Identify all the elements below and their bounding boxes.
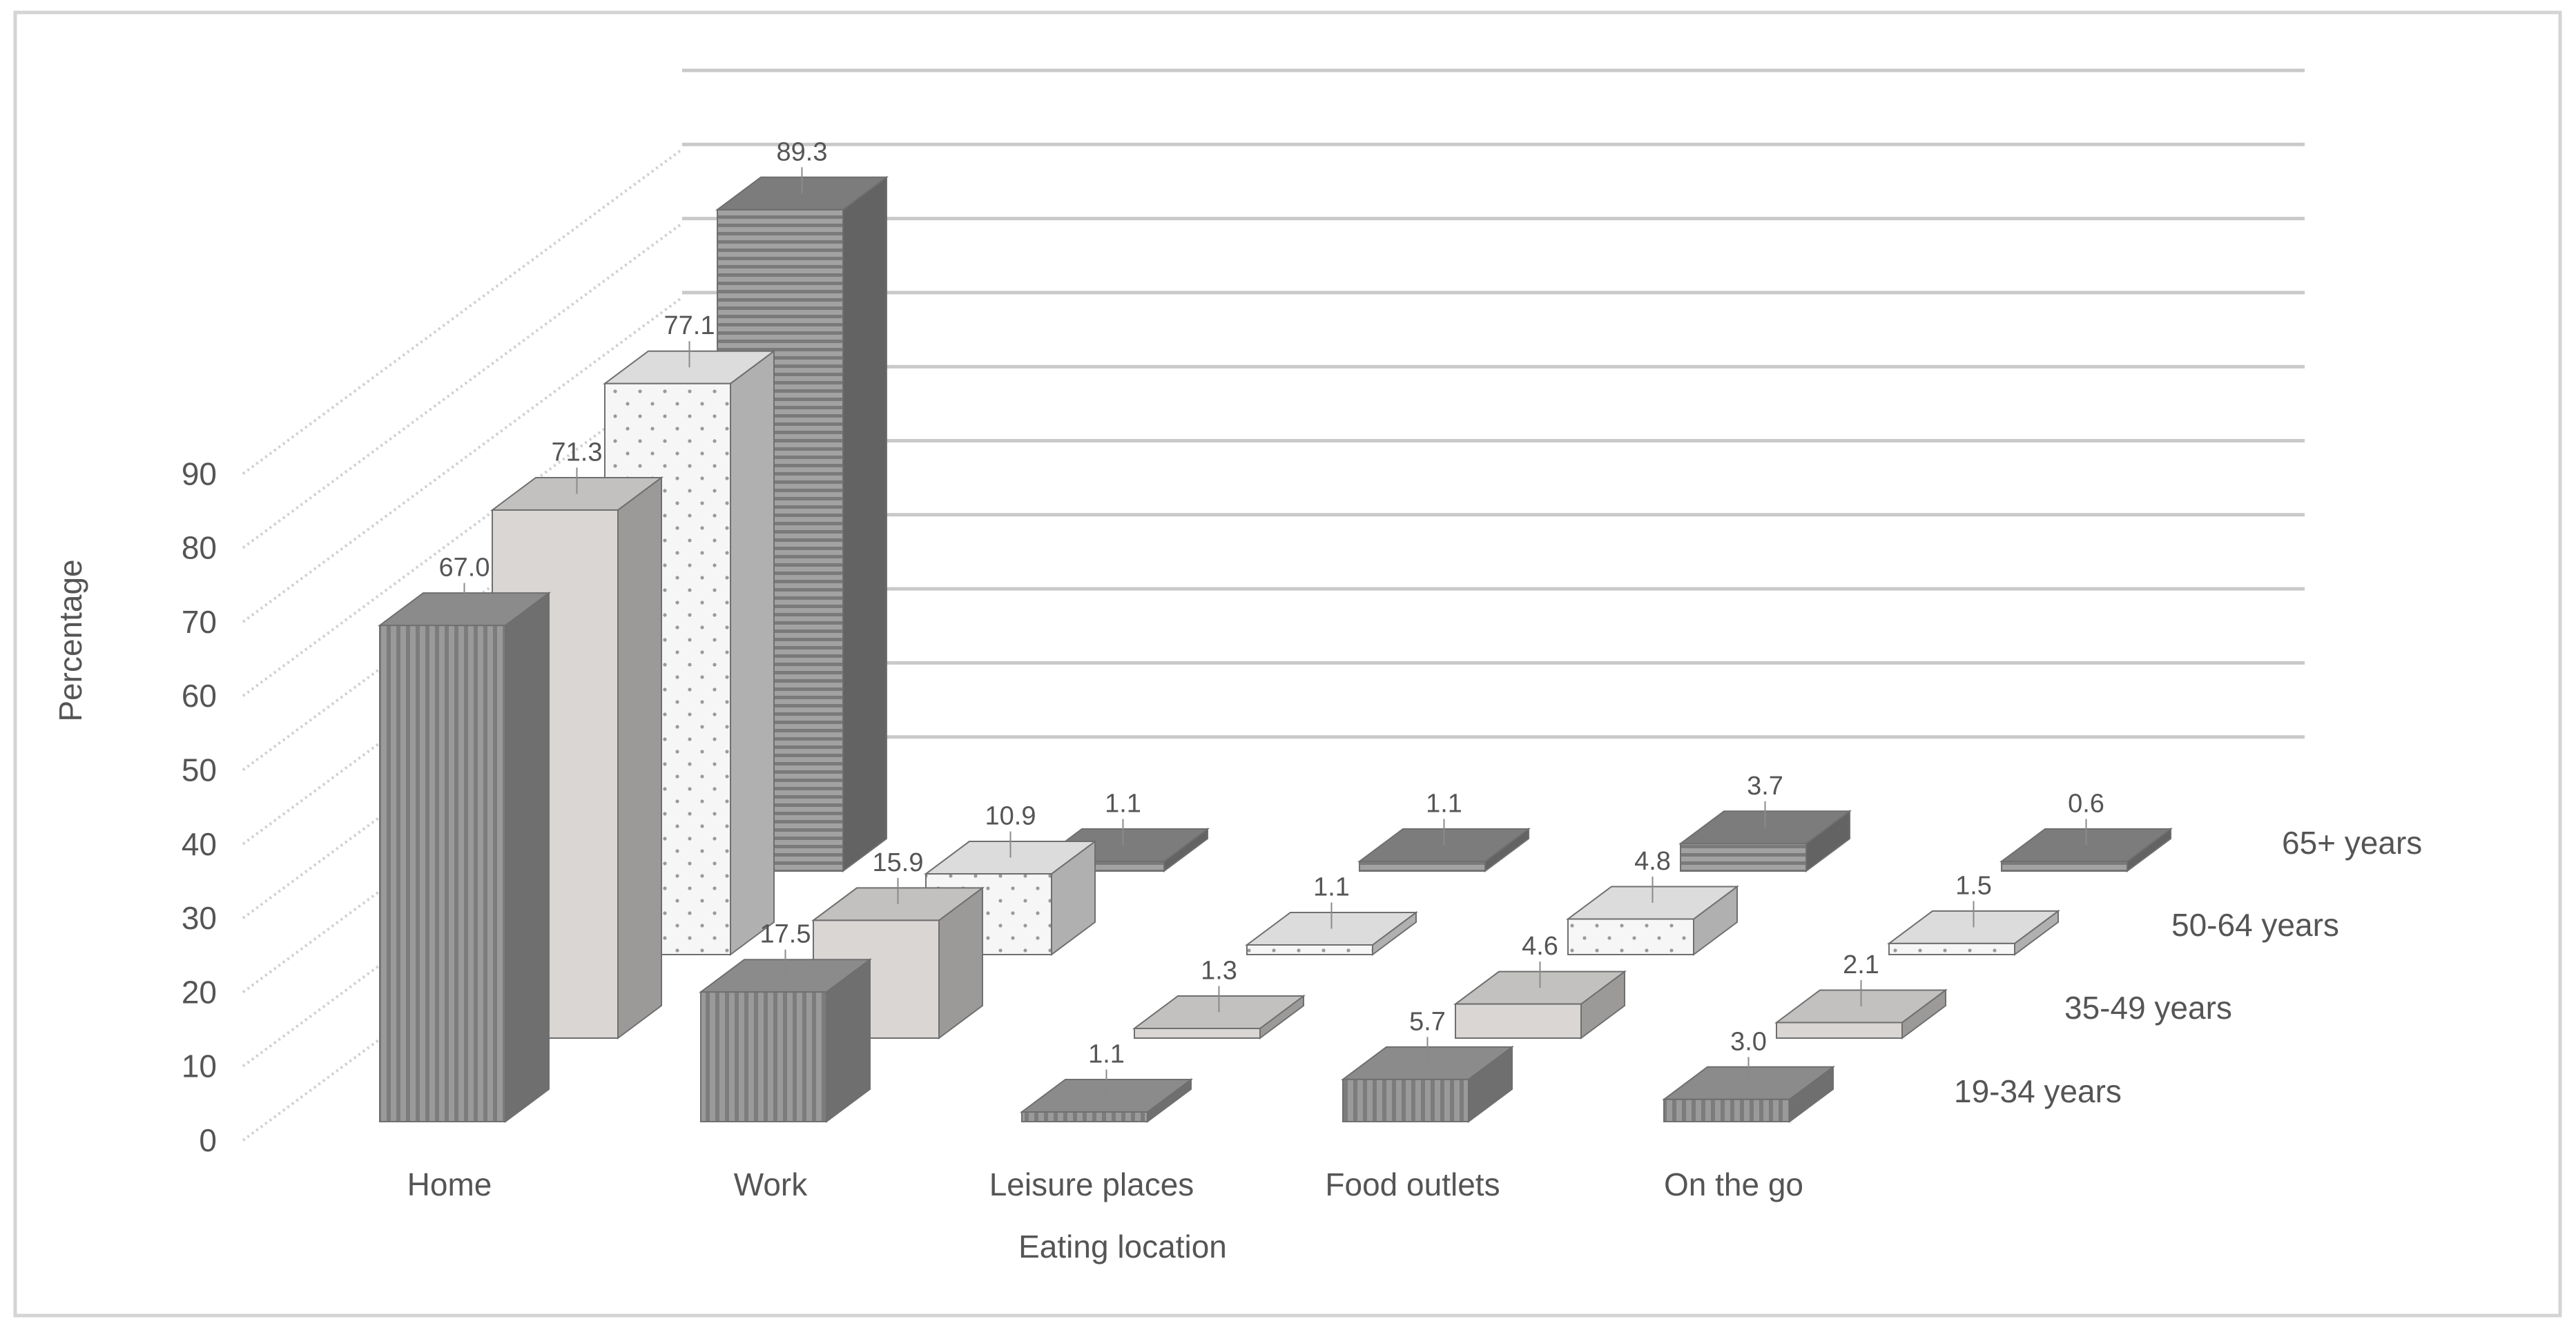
- bar: [1663, 1098, 1790, 1123]
- bar: [1776, 1022, 1903, 1039]
- bar: [1455, 1003, 1582, 1039]
- bar: [1359, 861, 1486, 872]
- category-labels: Home Work Leisure places Food outlets On the…: [407, 1166, 1803, 1202]
- data-label: 1.3: [1201, 957, 1237, 986]
- bar: [1680, 843, 1807, 872]
- category-label: Leisure places: [989, 1166, 1194, 1202]
- category-label: On the go: [1664, 1166, 1803, 1202]
- y-tick-label: 80: [182, 530, 217, 566]
- data-label: 2.1: [1843, 950, 1879, 979]
- data-label: 15.9: [873, 848, 924, 877]
- series-labels: 19-34 years 35-49 years 50-64 years 65+ yea…: [1954, 825, 2422, 1109]
- series-label: 19-34 years: [1954, 1073, 2122, 1109]
- category-label: Home: [407, 1166, 492, 1202]
- bar: [1567, 918, 1694, 955]
- data-label: 1.1: [1088, 1040, 1125, 1069]
- bar-side: [842, 175, 887, 872]
- y-tick-label: 20: [182, 974, 217, 1010]
- data-label: 3.7: [1747, 772, 1783, 801]
- bar: [1021, 1111, 1148, 1122]
- data-label: 67.0: [439, 554, 490, 583]
- bar: [1342, 1078, 1469, 1122]
- y-tick-label: 70: [182, 604, 217, 640]
- bar: [1246, 944, 1373, 955]
- bar: [2001, 861, 2128, 872]
- data-label: 4.6: [1522, 932, 1558, 961]
- bar: [700, 991, 827, 1122]
- data-label: 17.5: [760, 920, 811, 949]
- bar-side: [505, 592, 550, 1123]
- y-tick-label: 10: [182, 1048, 217, 1084]
- y-tick-label: 0: [199, 1122, 217, 1158]
- x-axis-title: Eating location: [1018, 1229, 1227, 1264]
- data-labels: 89.3 1.1 1.1 3.7 0.6 77.1 10.9 1.1 4.8 1.5 71.3 15.…: [439, 137, 2104, 1096]
- data-label: 1.1: [1105, 790, 1141, 819]
- y-axis-title: Percentage: [52, 559, 88, 721]
- data-label: 89.3: [777, 137, 828, 166]
- data-label: 0.6: [2068, 790, 2104, 819]
- data-label: 4.8: [1634, 847, 1671, 876]
- bars: [377, 175, 2173, 1123]
- y-tick-label: 50: [182, 752, 217, 788]
- bar-side: [617, 476, 662, 1039]
- data-label: 1.1: [1313, 873, 1350, 902]
- data-label: 3.0: [1730, 1027, 1767, 1056]
- series-label: 35-49 years: [2064, 990, 2232, 1026]
- bar-side: [730, 349, 775, 956]
- bar: [1134, 1028, 1261, 1039]
- category-label: Work: [734, 1166, 808, 1202]
- data-label: 1.5: [1955, 871, 1992, 900]
- data-label: 77.1: [664, 311, 715, 340]
- data-label: 5.7: [1409, 1007, 1446, 1036]
- y-tick-label: 60: [182, 678, 217, 714]
- data-label: 10.9: [985, 802, 1036, 831]
- y-axis-ticks: 0 10 20 30 40 50 60 70 80 90: [182, 456, 217, 1158]
- data-label: 71.3: [552, 438, 603, 467]
- data-label: 1.1: [1426, 790, 1462, 819]
- series-label: 50-64 years: [2171, 907, 2339, 943]
- bar: [1888, 942, 2015, 956]
- series-label: 65+ years: [2282, 825, 2422, 861]
- gridlines: [242, 68, 2305, 1142]
- category-label: Food outlets: [1325, 1166, 1500, 1202]
- y-tick-label: 40: [182, 826, 217, 862]
- y-tick-label: 90: [182, 456, 217, 491]
- y-tick-label: 30: [182, 900, 217, 936]
- bar: [379, 625, 506, 1122]
